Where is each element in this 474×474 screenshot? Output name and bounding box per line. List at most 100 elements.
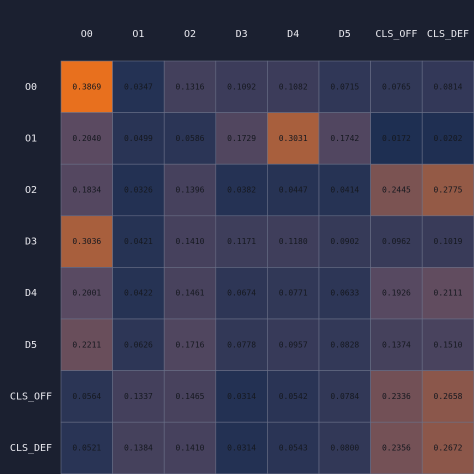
cell-value-label: 0.2001 <box>72 289 101 298</box>
cell-value-label: 0.0447 <box>279 186 308 195</box>
cell-value-label: 0.0422 <box>124 289 153 298</box>
heatmap-cell <box>267 421 320 474</box>
heatmap-cell <box>370 215 423 268</box>
column-labels: O0 O1 O2 D3 D4 D5 CLS_OFF CLS_DEF <box>81 29 469 40</box>
heatmap-cell <box>215 267 268 320</box>
y-tick-label: O0 <box>25 82 37 93</box>
heatmap-cell <box>267 60 320 113</box>
heatmap-cell <box>318 163 371 217</box>
cell-value-label: 0.0542 <box>279 392 308 401</box>
cell-value-label: 0.0715 <box>330 82 359 91</box>
cell-value-label: 0.3031 <box>279 134 308 143</box>
cell-value-label: 0.2211 <box>72 340 101 349</box>
heatmap-cell <box>267 318 320 371</box>
cell-value-label: 0.1337 <box>124 392 153 401</box>
cell-value-label: 0.1510 <box>434 340 463 349</box>
heatmap-cell <box>112 60 165 113</box>
cell-value-label: 0.2336 <box>382 392 411 401</box>
cell-value-label: 0.1092 <box>227 82 256 91</box>
cell-value-label: 0.0800 <box>330 444 359 453</box>
cell-value-label: 0.1742 <box>330 134 359 143</box>
cell-value-label: 0.1461 <box>176 289 205 298</box>
x-tick-label: O0 <box>81 29 93 40</box>
heatmap-cell <box>60 163 113 217</box>
x-tick-label: D3 <box>236 29 248 40</box>
heatmap-cell <box>215 215 268 268</box>
cell-value-label: 0.2445 <box>382 186 411 195</box>
heatmap-cell <box>267 163 320 217</box>
x-tick-label: D5 <box>339 29 351 40</box>
heatmap-cell <box>60 421 113 474</box>
heatmap-cell <box>421 60 474 113</box>
cell-value-label: 0.0521 <box>72 444 101 453</box>
heatmap-cell <box>318 370 371 423</box>
cell-value-label: 0.0771 <box>279 289 308 298</box>
heatmap-cell <box>421 267 474 320</box>
heatmap-cell <box>318 267 371 320</box>
x-tick-label: O2 <box>184 29 196 40</box>
cell-value-label: 0.0382 <box>227 186 256 195</box>
cell-value-label: 0.0347 <box>124 82 153 91</box>
heatmap-cell <box>60 370 113 423</box>
heatmap-cell <box>318 318 371 371</box>
heatmap-cell <box>267 370 320 423</box>
cell-value-label: 0.0414 <box>330 186 359 195</box>
cell-value-label: 0.0778 <box>227 340 256 349</box>
heatmap-cell <box>112 370 165 423</box>
cell-value-label: 0.0957 <box>279 340 308 349</box>
cell-value-label: 0.0814 <box>434 82 463 91</box>
heatmap-cell <box>370 370 423 423</box>
heatmap-cell <box>318 60 371 113</box>
cell-value-label: 0.0784 <box>330 392 359 401</box>
heatmap-cell <box>370 112 423 165</box>
heatmap-cell <box>163 421 217 474</box>
cell-value-label: 0.0314 <box>227 392 256 401</box>
y-tick-label: D3 <box>25 237 37 248</box>
heatmap-cell <box>267 267 320 320</box>
cell-value-label: 0.2111 <box>434 289 463 298</box>
heatmap-cell <box>370 318 423 371</box>
cell-value-label: 0.3869 <box>72 82 101 91</box>
cell-value-label: 0.0172 <box>382 134 411 143</box>
cell-value-label: 0.1180 <box>279 237 308 246</box>
cell-value-label: 0.0828 <box>330 340 359 349</box>
cell-value-label: 0.1019 <box>434 237 463 246</box>
cell-value-label: 0.3036 <box>72 237 101 246</box>
heatmap-cell <box>163 215 217 268</box>
cell-value-label: 0.2775 <box>434 186 463 195</box>
cell-value-label: 0.1396 <box>176 186 205 195</box>
heatmap-cell <box>421 370 474 423</box>
heatmap-cells: 0.3869 0.0347 0.1316 0.1092 0.1082 0.0715 0.07… <box>60 60 474 474</box>
heatmap-cell <box>112 112 165 165</box>
heatmap-cell <box>421 421 474 474</box>
x-tick-label: CLS_OFF <box>375 29 417 40</box>
row-labels: O0 O1 O2 D3 D4 D5 CLS_OFF CLS_DEF <box>10 82 52 454</box>
heatmap-cell <box>267 215 320 268</box>
cell-value-label: 0.0421 <box>124 237 153 246</box>
heatmap-cell <box>60 215 113 268</box>
cell-value-label: 0.0962 <box>382 237 411 246</box>
cell-value-label: 0.1410 <box>176 237 205 246</box>
heatmap-cell <box>215 112 268 165</box>
x-tick-label: O1 <box>132 29 144 40</box>
cell-value-label: 0.0586 <box>176 134 205 143</box>
cell-value-label: 0.1082 <box>279 82 308 91</box>
y-tick-label: D5 <box>25 340 37 351</box>
y-tick-label: CLS_DEF <box>10 443 52 454</box>
cell-value-label: 0.1926 <box>382 289 411 298</box>
cell-value-label: 0.2658 <box>434 392 463 401</box>
heatmap-cell <box>60 60 113 113</box>
y-tick-label: D4 <box>25 288 37 299</box>
heatmap-cell <box>163 60 217 113</box>
cell-value-label: 0.1465 <box>176 392 205 401</box>
cell-value-label: 0.1834 <box>72 186 101 195</box>
y-tick-label: O2 <box>25 185 37 196</box>
heatmap-cell <box>215 163 268 217</box>
cell-value-label: 0.0314 <box>227 444 256 453</box>
y-tick-label: CLS_OFF <box>10 391 52 402</box>
cell-value-label: 0.2356 <box>382 444 411 453</box>
y-tick-label: O1 <box>25 133 37 144</box>
heatmap-cell <box>163 267 217 320</box>
heatmap-cell <box>267 112 320 165</box>
